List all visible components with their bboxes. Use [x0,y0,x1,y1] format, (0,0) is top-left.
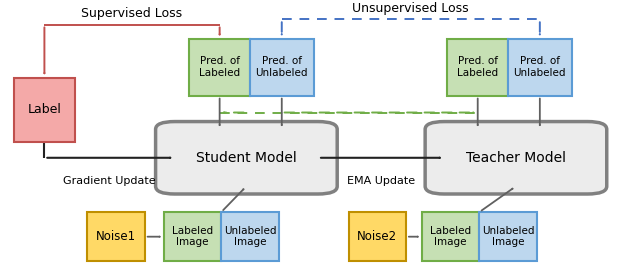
FancyBboxPatch shape [221,212,278,261]
FancyBboxPatch shape [88,212,145,261]
FancyBboxPatch shape [250,39,314,96]
Text: Noise1: Noise1 [96,230,136,243]
Text: Labeled
Image: Labeled Image [172,226,213,248]
FancyBboxPatch shape [447,39,508,96]
FancyBboxPatch shape [164,212,221,261]
FancyBboxPatch shape [14,78,75,142]
Text: Pred. of
Unlabeled: Pred. of Unlabeled [255,57,308,78]
Text: Pred. of
Unlabeled: Pred. of Unlabeled [513,57,566,78]
Text: Unlabeled
Image: Unlabeled Image [482,226,534,248]
Text: Student Model: Student Model [196,151,297,165]
FancyBboxPatch shape [422,212,479,261]
Text: Label: Label [28,103,61,116]
FancyBboxPatch shape [189,39,250,96]
Text: EMA Update: EMA Update [347,176,415,186]
Text: Labeled
Image: Labeled Image [430,226,471,248]
FancyBboxPatch shape [425,121,607,194]
Text: Unsupervised Loss: Unsupervised Loss [353,2,469,15]
Text: Unlabeled
Image: Unlabeled Image [223,226,276,248]
Text: Gradient Update: Gradient Update [63,176,156,186]
Text: Pred. of
Labeled: Pred. of Labeled [199,57,240,78]
FancyBboxPatch shape [156,121,337,194]
FancyBboxPatch shape [479,212,537,261]
Text: Noise2: Noise2 [357,230,397,243]
Text: Teacher Model: Teacher Model [466,151,566,165]
FancyBboxPatch shape [349,212,406,261]
Text: Supervised Loss: Supervised Loss [81,7,182,20]
Text: Pred. of
Labeled: Pred. of Labeled [457,57,499,78]
FancyBboxPatch shape [508,39,572,96]
